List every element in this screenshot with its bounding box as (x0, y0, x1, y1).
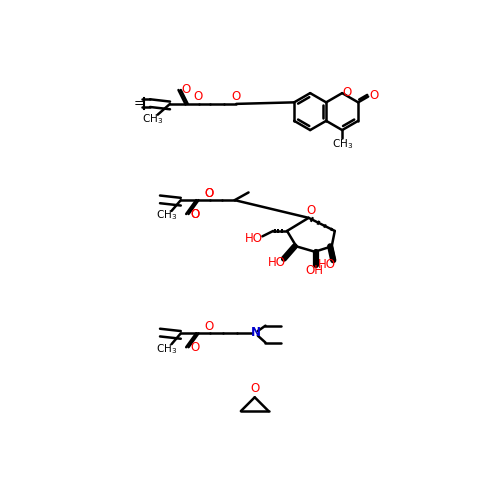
Text: O: O (232, 90, 241, 104)
Text: O: O (204, 186, 214, 200)
Text: O: O (204, 186, 214, 200)
Text: N: N (250, 326, 260, 339)
Text: CH$_3$: CH$_3$ (142, 112, 164, 126)
Text: HO: HO (245, 232, 263, 245)
Text: O: O (190, 208, 200, 222)
Text: O: O (190, 208, 200, 222)
Text: O: O (342, 86, 351, 99)
Text: O: O (250, 382, 260, 396)
Text: =: = (134, 96, 144, 110)
Text: O: O (370, 90, 379, 102)
Text: O: O (182, 83, 191, 96)
Text: O: O (204, 320, 214, 333)
Text: CH$_3$: CH$_3$ (156, 342, 178, 355)
Text: O: O (190, 342, 200, 354)
Text: HO: HO (318, 258, 336, 272)
Text: O: O (306, 204, 316, 218)
Text: OH: OH (306, 264, 324, 276)
Text: CH$_3$: CH$_3$ (332, 137, 353, 151)
Text: CH$_3$: CH$_3$ (156, 208, 178, 222)
Text: O: O (194, 90, 203, 104)
Text: HO: HO (268, 256, 286, 269)
